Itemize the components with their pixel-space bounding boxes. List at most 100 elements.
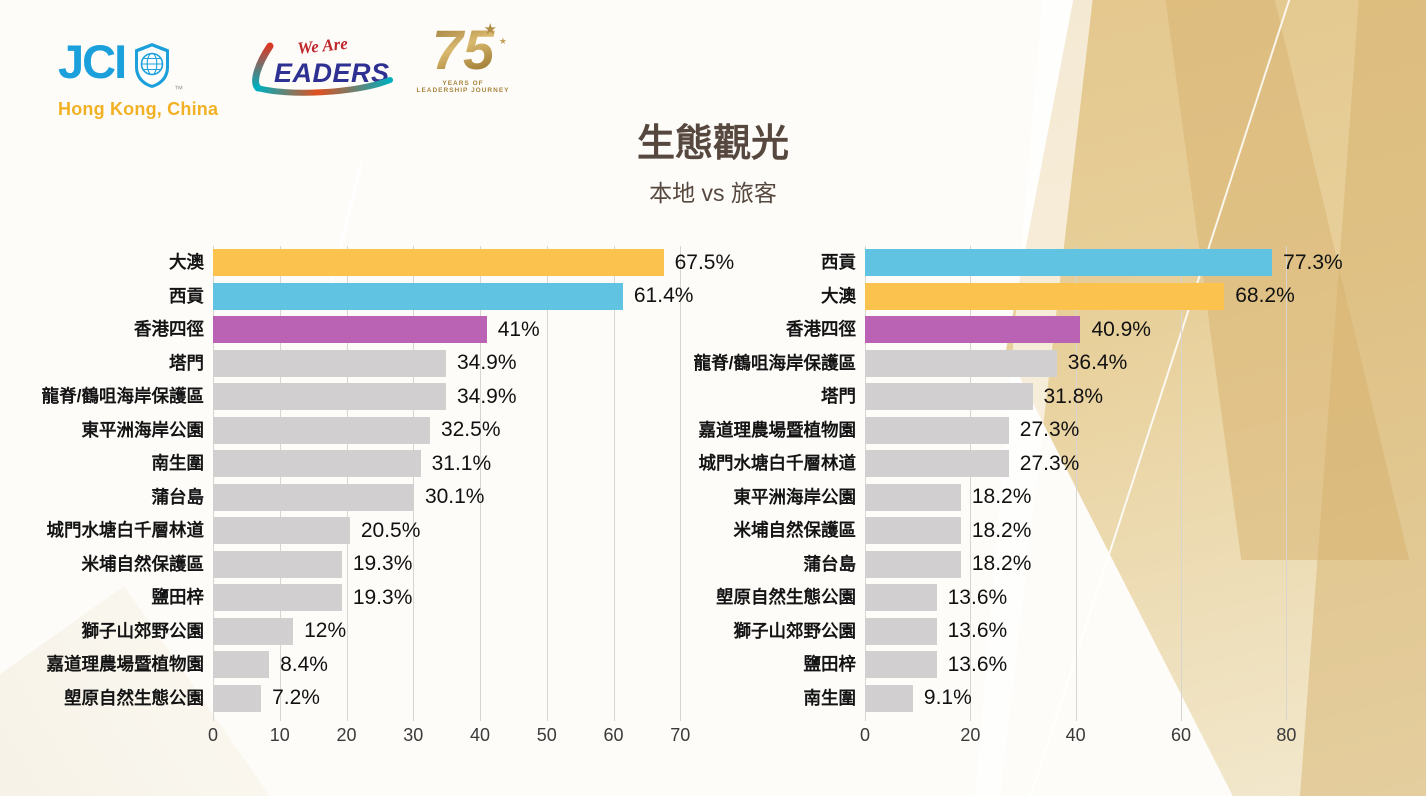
bar	[865, 584, 937, 612]
bar-row: 27.3%	[865, 416, 1318, 444]
category-label: 塱原自然生態公園	[716, 587, 856, 607]
bar-value-label: 27.3%	[1019, 418, 1080, 442]
category-label: 東平洲海岸公園	[81, 419, 205, 440]
bar-row: 7.2%	[213, 684, 707, 712]
bar-row: 20.5%	[213, 517, 707, 545]
category-label: 大澳	[821, 285, 856, 306]
bar-row: 13.6%	[865, 651, 1318, 679]
category-labels-column: 西貢 大澳 香港四徑 龍脊/鶴咀海岸保護區 塔門 嘉道理農場暨植物園 城門水塘白千層林道 東平…	[663, 246, 865, 715]
bar-value-label: 31.1%	[431, 451, 492, 475]
bar-value-label: 19.3%	[352, 585, 413, 609]
category-label: 香港四徑	[134, 319, 204, 339]
x-tick-label: 20	[960, 725, 981, 745]
x-tick-label: 20	[336, 725, 357, 745]
bar-value-label: 18.2%	[971, 485, 1032, 509]
x-tick-label: 30	[403, 725, 424, 745]
bar-row: 9.1%	[865, 684, 1318, 712]
bar-value-label: 30.1%	[424, 485, 485, 509]
category-label: 蒲台島	[803, 553, 857, 574]
bar-value-label: 34.9%	[456, 384, 517, 408]
bar-value-label: 77.3%	[1283, 250, 1343, 274]
x-tick-label: 60	[603, 725, 624, 745]
bar-row: 77.3%	[865, 249, 1343, 277]
category-label: 城門水塘白千層林道	[698, 453, 857, 473]
bar-row: 32.5%	[213, 416, 707, 444]
bar	[213, 416, 430, 444]
bar-value-label: 13.6%	[947, 585, 1008, 609]
category-label: 龍脊/鶴咀海岸保護區	[693, 352, 856, 373]
bar	[213, 483, 414, 511]
category-label: 獅子山郊野公園	[81, 620, 205, 641]
x-tick-label: 0	[859, 725, 871, 745]
jci-trademark: ™	[174, 84, 184, 94]
bar-value-label: 19.3%	[352, 552, 413, 576]
bar-value-label: 20.5%	[360, 518, 421, 542]
bar-row: 67.5%	[213, 249, 734, 277]
bar-row: 12%	[213, 617, 707, 645]
category-label: 西貢	[821, 252, 856, 272]
bar-row: 34.9%	[213, 349, 707, 377]
category-label: 龍脊/鶴咀海岸保護區	[41, 386, 204, 406]
bar-value-label: 40.9%	[1091, 317, 1151, 341]
page-title: 生態觀光	[636, 123, 789, 165]
jci-subtext: Hong Kong, China	[58, 99, 219, 119]
anniversary-line2: LEADERSHIP JOURNEY	[416, 87, 510, 94]
bar-row: 13.6%	[865, 584, 1318, 612]
bar	[865, 249, 1273, 277]
plot-area: 0 10 20 30 40 50 60 70 67.5% 61.4% 41% 34.9% 34.9% 32…	[208, 246, 734, 745]
category-label: 塱原自然生態公園	[64, 687, 204, 708]
bar-value-label: 13.6%	[947, 619, 1008, 643]
anniversary-line1: YEARS OF	[442, 80, 484, 87]
category-label: 嘉道理農場暨植物園	[698, 419, 857, 440]
gridline	[680, 246, 682, 721]
bar	[213, 316, 487, 344]
star-icon: ★	[498, 36, 507, 46]
bar	[865, 349, 1057, 377]
bar-row: 36.4%	[865, 349, 1318, 377]
gridline	[279, 246, 281, 721]
bar-row: 18.2%	[865, 517, 1318, 545]
bar-value-label: 8.4%	[280, 652, 328, 676]
bar	[213, 550, 342, 578]
bar	[865, 651, 937, 679]
bar-row: 41%	[213, 316, 707, 344]
bar-row: 31.8%	[865, 383, 1318, 411]
bar-value-label: 9.1%	[923, 686, 972, 710]
bar	[865, 383, 1033, 411]
bar	[865, 416, 1009, 444]
bar-row: 61.4%	[213, 282, 707, 310]
bar	[213, 383, 446, 411]
bar	[865, 550, 961, 578]
75th-anniversary-logo: ★ ★ 75 YEARS OF LEADERSHIP JOURNEY	[413, 21, 513, 134]
category-label: 東平洲海岸公園	[733, 486, 857, 507]
bar-row: 18.2%	[865, 483, 1318, 511]
jci-wordmark: JCI	[58, 35, 127, 88]
plot-area: 0 20 40 60 80 77.3% 68.2% 40.9% 36.4% 31.8% 27.3% 2…	[860, 246, 1343, 745]
gridline	[480, 246, 482, 721]
bar-row: 8.4%	[213, 651, 707, 679]
we-are-text: We Are	[296, 34, 349, 58]
bar-row: 68.2%	[865, 282, 1318, 310]
category-labels-column: 大澳 西貢 香港四徑 塔門 龍脊/鶴咀海岸保護區 東平洲海岸公園 南生圍 蒲台島 城門水塘白千層…	[8, 246, 213, 715]
bar	[213, 684, 262, 712]
gridline	[346, 246, 348, 721]
bar-value-label: 68.2%	[1235, 284, 1295, 308]
category-label: 米埔自然保護區	[733, 520, 857, 540]
category-label: 獅子山郊野公園	[733, 620, 857, 641]
x-tick-label: 60	[1171, 725, 1192, 745]
x-tick-label: 40	[470, 725, 491, 745]
bar	[213, 584, 342, 612]
chart-local: 大澳 西貢 香港四徑 塔門 龍脊/鶴咀海岸保護區 東平洲海岸公園 南生圍 蒲台島 城門水塘白千層…	[8, 246, 734, 745]
category-label: 鹽田梓	[803, 654, 857, 674]
bar	[213, 249, 664, 277]
x-tick-label: 50	[536, 725, 557, 745]
bar-value-label: 13.6%	[947, 652, 1008, 676]
bar	[213, 349, 446, 377]
bar	[865, 316, 1081, 344]
category-label: 西貢	[169, 285, 204, 306]
bar-value-label: 32.5%	[440, 418, 501, 442]
category-label: 南生圍	[151, 453, 205, 473]
x-tick-label: 80	[1276, 725, 1297, 745]
jci-logo: JCI ™ Hong Kong, China	[58, 35, 219, 120]
x-tick-label: 40	[1065, 725, 1086, 745]
